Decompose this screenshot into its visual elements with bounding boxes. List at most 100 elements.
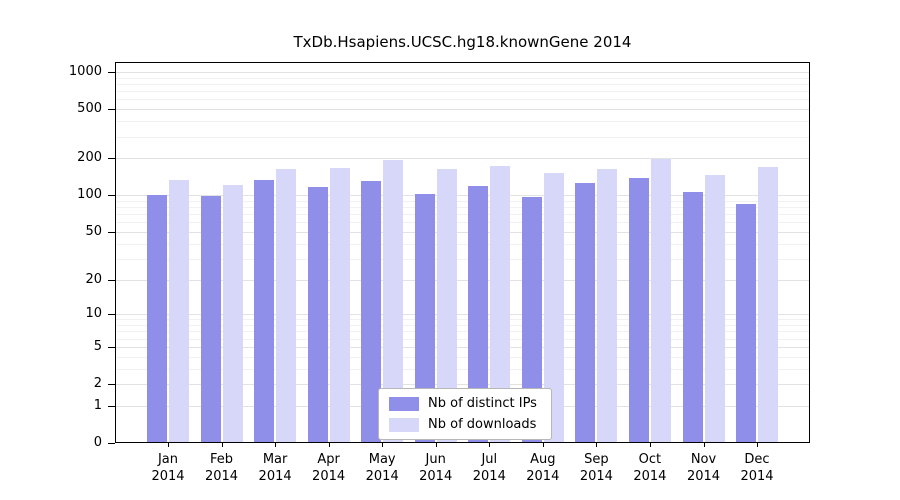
- x-tick-label: Mar 2014: [258, 452, 292, 484]
- major-gridline: [115, 384, 810, 385]
- minor-gridline: [115, 214, 810, 216]
- major-gridline: [115, 231, 810, 233]
- x-tick: [382, 443, 384, 447]
- bar-distinct-ips: [521, 196, 542, 443]
- minor-gridline: [115, 84, 810, 85]
- bar-distinct-ips: [307, 186, 328, 443]
- minor-gridline: [115, 325, 810, 326]
- minor-gridline: [115, 200, 810, 202]
- y-tick-label: 100: [77, 187, 102, 203]
- y-tick: [108, 346, 115, 348]
- bar-downloads: [329, 167, 350, 443]
- x-tick: [275, 443, 277, 447]
- x-tick-label: Apr 2014: [312, 452, 346, 484]
- x-tick-label: Nov 2014: [686, 452, 721, 484]
- bar-downloads: [222, 184, 243, 443]
- y-tick-label: 1: [93, 397, 102, 413]
- x-tick-label: Jul 2014: [472, 452, 506, 484]
- bar-distinct-ips: [254, 180, 275, 443]
- legend-swatch-distinct-ips: [389, 396, 419, 411]
- bar-distinct-ips: [468, 185, 489, 443]
- x-tick-label: Sep 2014: [579, 452, 613, 484]
- x-tick-label: Oct 2014: [633, 452, 667, 484]
- bar-downloads: [169, 180, 189, 443]
- bar-downloads: [650, 159, 671, 443]
- legend-item-distinct-ips: Nb of distinct IPs: [389, 396, 537, 411]
- legend-label-downloads: Nb of downloads: [428, 417, 537, 432]
- major-gridline: [115, 158, 810, 160]
- minor-gridline: [115, 207, 810, 208]
- bar-downloads: [597, 169, 618, 443]
- x-tick: [596, 443, 598, 447]
- x-tick-label: Jun 2014: [419, 452, 453, 484]
- y-tick: [108, 314, 115, 316]
- y-tick: [108, 109, 115, 111]
- bar-distinct-ips: [682, 191, 703, 443]
- bar-distinct-ips: [736, 204, 756, 443]
- y-tick-label: 0: [93, 435, 102, 450]
- x-tick-label: Feb 2014: [204, 452, 239, 484]
- y-tick: [108, 279, 115, 281]
- minor-gridline: [115, 77, 810, 79]
- major-gridline: [115, 279, 810, 281]
- y-tick: [108, 195, 115, 197]
- x-tick: [328, 443, 330, 447]
- x-tick: [542, 443, 544, 447]
- y-tick: [108, 384, 115, 385]
- minor-gridline: [115, 338, 810, 340]
- bar-downloads: [490, 165, 511, 443]
- minor-gridline: [115, 99, 810, 101]
- y-tick-label: 10: [85, 306, 102, 322]
- minor-gridline: [115, 136, 810, 138]
- y-tick: [108, 158, 115, 160]
- x-tick: [757, 443, 758, 447]
- bar-downloads: [543, 172, 564, 443]
- major-gridline: [115, 346, 810, 348]
- y-tick-label: 5: [93, 338, 102, 354]
- x-tick: [649, 443, 651, 447]
- y-tick-label: 20: [85, 271, 102, 287]
- minor-gridline: [115, 331, 810, 333]
- minor-gridline: [115, 222, 810, 224]
- minor-gridline: [115, 368, 810, 370]
- y-tick-label: 200: [77, 150, 102, 166]
- x-tick: [489, 443, 491, 447]
- bar-distinct-ips: [628, 178, 649, 443]
- legend: Nb of distinct IPs Nb of downloads: [378, 388, 552, 440]
- major-gridline: [115, 195, 810, 197]
- minor-gridline: [115, 121, 810, 123]
- bar-downloads: [704, 174, 725, 443]
- bar-downloads: [758, 166, 778, 443]
- major-gridline: [115, 72, 810, 73]
- x-tick: [703, 443, 705, 447]
- bar-distinct-ips: [414, 193, 435, 443]
- x-tick-label: Dec 2014: [740, 452, 774, 484]
- minor-gridline: [115, 258, 810, 260]
- minor-gridline: [115, 356, 810, 358]
- bar-downloads: [436, 169, 457, 443]
- minor-gridline: [115, 319, 810, 321]
- bar-distinct-ips: [200, 196, 221, 443]
- x-tick: [168, 443, 169, 447]
- major-gridline: [115, 314, 810, 316]
- y-tick: [108, 72, 115, 73]
- legend-item-downloads: Nb of downloads: [389, 417, 537, 432]
- y-tick: [108, 231, 115, 233]
- bar-downloads: [276, 169, 297, 443]
- chart-title: TxDb.Hsapiens.UCSC.hg18.knownGene 2014: [293, 33, 632, 51]
- y-tick-label: 500: [77, 101, 102, 117]
- x-tick-label: May 2014: [365, 452, 399, 484]
- plot-area: [115, 62, 810, 443]
- minor-gridline: [115, 91, 810, 93]
- bar-downloads: [383, 160, 404, 443]
- legend-swatch-downloads: [389, 417, 419, 432]
- y-tick-label: 50: [85, 223, 102, 239]
- x-tick-label: Aug 2014: [526, 452, 560, 484]
- y-tick: [108, 405, 115, 407]
- x-tick: [221, 443, 223, 447]
- bar-distinct-ips: [575, 182, 596, 443]
- legend-label-distinct-ips: Nb of distinct IPs: [428, 396, 537, 411]
- major-gridline: [115, 109, 810, 111]
- y-tick-label: 1000: [68, 64, 102, 79]
